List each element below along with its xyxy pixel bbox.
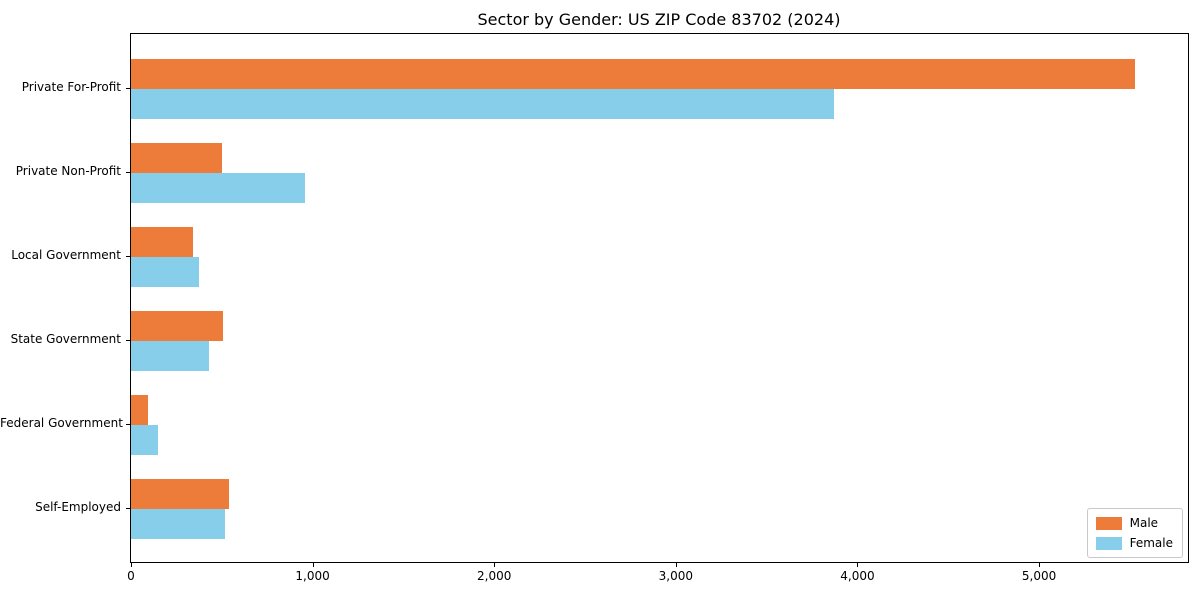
y-tick-label-2: Local Government xyxy=(11,248,121,262)
y-tick-mark-0 xyxy=(126,88,130,89)
x-tick-mark-0 xyxy=(131,563,132,567)
x-tick-label-2: 2,000 xyxy=(477,569,512,583)
x-tick-label-1: 1,000 xyxy=(295,569,330,583)
x-tick-mark-1 xyxy=(312,563,314,567)
legend-label-male: Male xyxy=(1129,516,1159,530)
x-tick-mark-5 xyxy=(1039,563,1041,567)
x-tick-mark-3 xyxy=(675,563,677,567)
bar-female-1 xyxy=(131,173,306,203)
y-tick-mark-3 xyxy=(126,340,130,341)
y-tick-mark-1 xyxy=(126,172,130,173)
x-tick-label-0: 0 xyxy=(127,569,135,583)
legend-label-female: Female xyxy=(1129,536,1173,550)
chart-title: Sector by Gender: US ZIP Code 83702 (202… xyxy=(477,10,841,29)
y-tick-mark-5 xyxy=(126,508,130,509)
y-tick-label-4: Federal Government xyxy=(0,416,123,430)
legend-entry-female: Female xyxy=(1095,536,1173,550)
legend-entry-male: Male xyxy=(1095,516,1173,530)
x-tick-mark-2 xyxy=(494,563,496,567)
legend: Male Female xyxy=(1086,508,1183,558)
legend-swatch-male xyxy=(1095,516,1122,530)
y-tick-label-3: State Government xyxy=(10,332,121,346)
bar-male-1 xyxy=(131,143,222,173)
x-tick-label-5: 5,000 xyxy=(1021,569,1057,583)
y-tick-mark-4 xyxy=(126,424,130,425)
y-tick-label-1: Private Non-Profit xyxy=(15,164,121,178)
bar-male-4 xyxy=(131,395,149,425)
bar-male-0 xyxy=(131,59,1136,89)
plot-area: Male Female xyxy=(130,33,1189,563)
x-tick-label-3: 3,000 xyxy=(658,569,694,583)
y-tick-mark-2 xyxy=(126,256,130,257)
bar-female-2 xyxy=(131,257,200,287)
bar-male-2 xyxy=(131,227,193,257)
bar-female-4 xyxy=(131,425,159,455)
bar-female-3 xyxy=(131,341,210,371)
bar-female-5 xyxy=(131,509,226,539)
bar-female-0 xyxy=(131,89,834,119)
y-tick-label-0: Private For-Profit xyxy=(21,80,121,94)
bar-male-5 xyxy=(131,479,230,509)
legend-swatch-female xyxy=(1095,536,1122,550)
x-tick-mark-4 xyxy=(857,563,859,567)
bar-male-3 xyxy=(131,311,223,341)
y-tick-label-5: Self-Employed xyxy=(35,500,121,514)
x-tick-label-4: 4,000 xyxy=(840,569,875,583)
